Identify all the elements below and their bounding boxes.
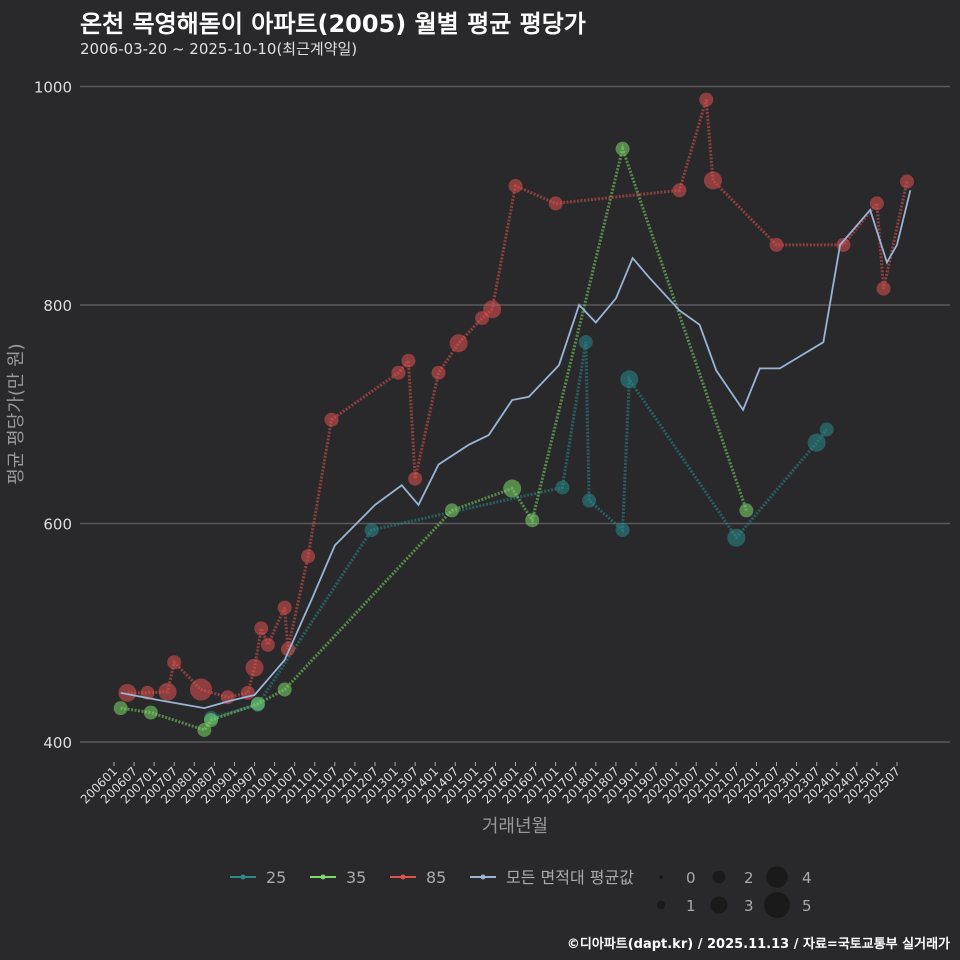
size-legend-label: 1 — [686, 897, 696, 915]
y-tick-label: 800 — [43, 297, 72, 315]
size-legend-label: 5 — [802, 897, 812, 915]
data-point-85 — [449, 334, 468, 353]
data-point-35 — [739, 503, 754, 518]
size-legend-circle — [710, 896, 728, 914]
size-legend-circle — [766, 866, 788, 888]
data-point-85 — [672, 183, 687, 198]
data-point-35 — [197, 722, 212, 737]
legend-marker — [480, 874, 486, 880]
size-legend-circle — [764, 892, 790, 918]
size-legend-label: 2 — [744, 869, 754, 887]
data-point-85 — [431, 365, 446, 380]
legend-marker — [320, 874, 326, 880]
data-point-85 — [548, 196, 563, 211]
data-point-85 — [324, 412, 339, 427]
size-legend-circle — [659, 875, 663, 879]
data-point-85 — [508, 178, 523, 193]
data-point-35 — [444, 503, 459, 518]
data-point-35 — [113, 701, 128, 716]
data-point-85 — [391, 365, 406, 380]
data-point-85 — [277, 600, 292, 615]
data-point-25 — [819, 422, 834, 437]
data-point-85 — [189, 678, 212, 701]
data-point-25 — [620, 370, 639, 389]
data-point-35 — [143, 705, 158, 720]
data-point-35 — [250, 696, 265, 711]
series-line-모든 면적대 평균값 — [120, 190, 912, 710]
data-point-35 — [503, 479, 522, 498]
data-point-85 — [245, 658, 264, 677]
size-legend-circle — [656, 900, 666, 910]
data-point-85 — [118, 683, 137, 702]
series-line-35 — [120, 143, 748, 732]
data-point-85 — [703, 171, 722, 190]
data-point-25 — [727, 528, 746, 547]
legend-label-모든 면적대 평균값: 모든 면적대 평균값 — [506, 868, 634, 887]
data-point-25 — [582, 493, 597, 508]
chart-title: 온천 목영해돋이 아파트(2005) 월별 평균 평당가 — [80, 10, 586, 38]
y-tick-label: 400 — [43, 734, 72, 752]
data-point-25 — [807, 433, 826, 452]
data-point-35 — [615, 141, 630, 156]
y-tick-label: 600 — [43, 516, 72, 534]
data-point-35 — [525, 513, 540, 528]
data-point-25 — [615, 523, 630, 538]
size-legend-label: 3 — [744, 897, 754, 915]
data-point-35 — [204, 713, 219, 728]
legend-label-35: 35 — [346, 868, 366, 887]
data-point-85 — [769, 237, 784, 252]
y-axis-title: 평균 평당가(만 원) — [6, 343, 27, 484]
legend-marker — [400, 874, 406, 880]
data-point-85 — [260, 637, 275, 652]
data-point-85 — [301, 549, 316, 564]
y-tick-label: 1000 — [34, 79, 72, 97]
data-point-25 — [555, 480, 570, 495]
data-point-85 — [401, 353, 416, 368]
data-point-85 — [876, 281, 891, 296]
data-point-85 — [900, 174, 915, 189]
size-legend-label: 0 — [686, 869, 696, 887]
size-legend-label: 4 — [802, 869, 812, 887]
data-point-85 — [254, 621, 269, 636]
data-point-85 — [140, 685, 155, 700]
chart-subtitle: 2006-03-20 ~ 2025-10-10(최근계약일) — [80, 40, 358, 58]
data-point-35 — [277, 682, 292, 697]
size-legend-circle — [712, 870, 726, 884]
data-point-85 — [483, 300, 502, 319]
footer-credit: ©디아파트(dapt.kr) / 2025.11.13 / 자료=국토교통부 실… — [566, 937, 950, 952]
data-point-85 — [158, 682, 177, 701]
data-point-85 — [869, 196, 884, 211]
legend-label-25: 25 — [266, 868, 286, 887]
data-point-25 — [364, 523, 379, 538]
legend-marker — [240, 874, 246, 880]
x-axis-title: 거래년월 — [482, 816, 548, 837]
legend-label-85: 85 — [426, 868, 446, 887]
data-point-85 — [167, 655, 182, 670]
data-point-85 — [408, 471, 423, 486]
data-point-25 — [578, 335, 593, 350]
data-point-85 — [699, 92, 714, 107]
